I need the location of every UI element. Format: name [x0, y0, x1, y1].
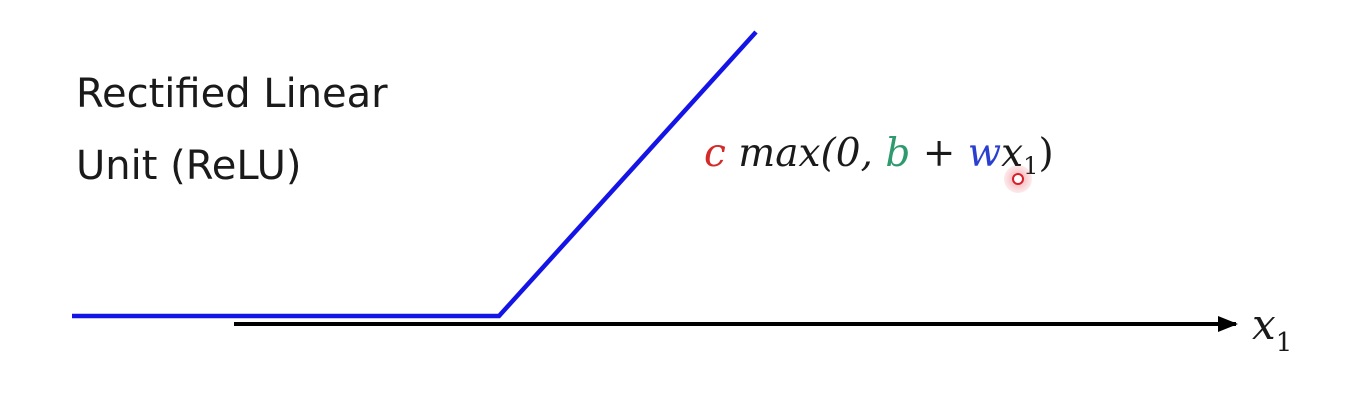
x-axis-label: x1	[1252, 304, 1293, 358]
relu-formula: c max(0, b + wx1)	[704, 134, 1054, 178]
formula-max-open: max(0,	[738, 131, 873, 176]
formula-w: w	[967, 131, 1002, 176]
title-line-2: Unit (ReLU)	[76, 143, 302, 189]
x-axis-label-x: x	[1252, 300, 1276, 349]
formula-c: c	[704, 131, 726, 176]
formula-x: x	[1001, 131, 1024, 176]
formula-close: )	[1038, 131, 1054, 176]
formula-x-subscript: 1	[1023, 152, 1039, 180]
formula-b: b	[885, 131, 911, 176]
relu-curve	[72, 30, 758, 319]
formula-plus: +	[922, 131, 956, 176]
pointer-highlight-icon	[1004, 165, 1032, 193]
title-line-1: Rectified Linear	[76, 71, 388, 117]
pointer-dot	[1012, 173, 1024, 185]
x-axis-label-subscript: 1	[1275, 328, 1293, 358]
